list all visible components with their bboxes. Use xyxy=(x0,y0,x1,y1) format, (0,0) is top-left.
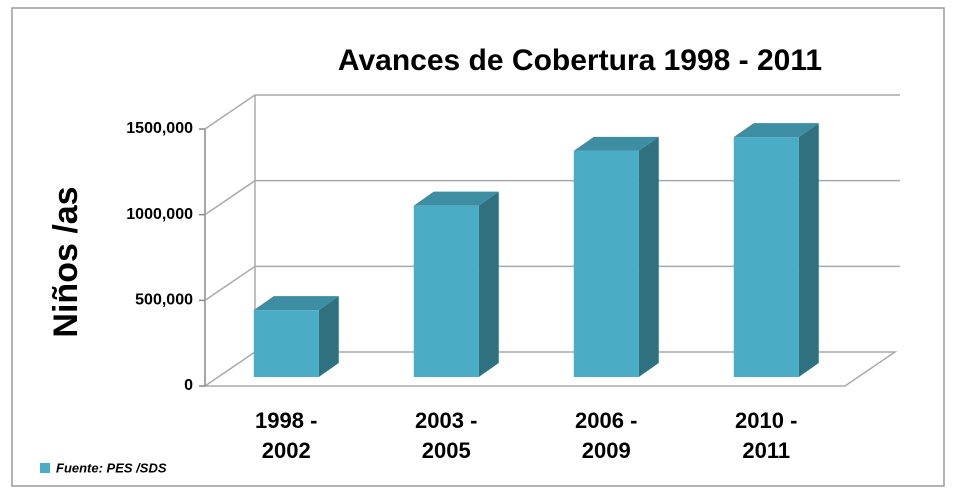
bar xyxy=(573,150,639,377)
x-tick-label: 2006 - 2009 xyxy=(575,408,638,463)
legend-text: Fuente: PES /SDS xyxy=(56,460,167,475)
y-tick-label: 1500,000 xyxy=(126,120,193,137)
x-tick-label: 2010 - 2011 xyxy=(735,408,798,463)
bar-side xyxy=(638,136,659,377)
y-tick-label: 0 xyxy=(184,377,193,394)
x-tick-label: 1998 - 2002 xyxy=(255,408,318,463)
bar-side xyxy=(798,123,819,377)
grid-line xyxy=(204,94,900,130)
bar-top xyxy=(253,296,339,311)
bar xyxy=(733,137,799,377)
x-tick-label: 2003 - 2005 xyxy=(415,408,478,463)
bar-top xyxy=(733,123,819,138)
bar-top xyxy=(413,191,499,206)
grid-line xyxy=(204,265,900,301)
grid-line xyxy=(204,179,900,216)
chart-title: Avances de Cobertura 1998 - 2011 xyxy=(338,44,822,77)
legend-swatch xyxy=(40,463,50,473)
y-tick-label: 1000,000 xyxy=(126,206,193,223)
bar-top xyxy=(573,136,659,151)
bar xyxy=(253,310,319,377)
bar-side xyxy=(318,296,339,377)
bar xyxy=(413,205,479,377)
floor xyxy=(202,351,898,387)
bar-side xyxy=(478,191,499,377)
y-axis-label: Niños /as xyxy=(47,186,85,337)
y-tick-label: 500,000 xyxy=(135,292,193,309)
